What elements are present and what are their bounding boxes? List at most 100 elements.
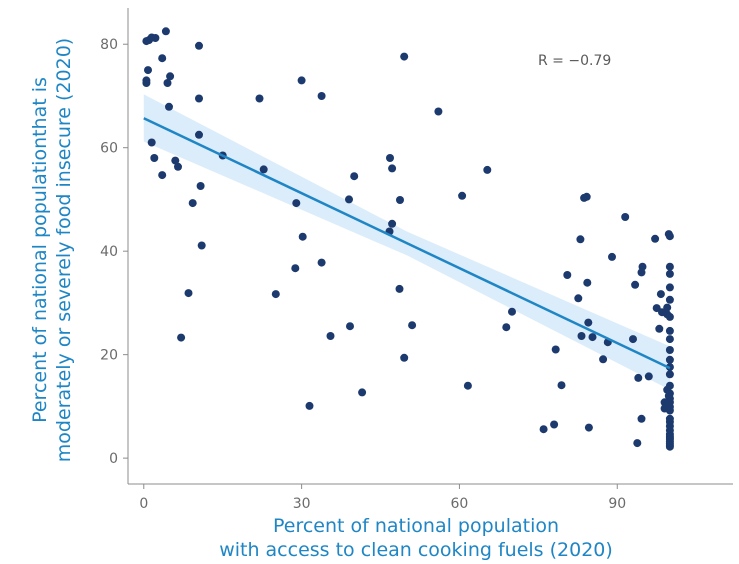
y-tick-label: 0 xyxy=(109,451,118,467)
data-point xyxy=(577,332,586,340)
data-point xyxy=(158,54,167,63)
y-axis-title-line-1: Percent of national populationthat is xyxy=(29,77,51,423)
data-point xyxy=(583,278,592,287)
data-point xyxy=(292,199,301,208)
axis-ticks: 0 30 60 90 0 20 40 60 80 xyxy=(100,37,626,512)
data-point xyxy=(388,219,397,228)
data-point xyxy=(158,171,167,180)
data-point xyxy=(317,258,326,267)
data-point xyxy=(388,164,397,173)
data-point xyxy=(580,193,589,202)
data-point xyxy=(655,324,664,333)
data-point xyxy=(400,353,409,362)
x-axis-title-line-1: Percent of national population xyxy=(273,515,559,537)
correlation-annotation: R = −0.79 xyxy=(538,53,611,69)
data-point xyxy=(633,439,642,448)
data-point xyxy=(550,420,559,429)
data-point xyxy=(184,289,193,298)
data-point xyxy=(665,232,674,241)
data-point xyxy=(298,232,307,241)
data-point xyxy=(150,154,159,162)
data-point xyxy=(665,346,674,354)
data-point xyxy=(188,199,197,208)
data-point xyxy=(434,107,443,116)
y-axis-title-line-2: moderately or severely food insecure (20… xyxy=(53,38,75,462)
data-point xyxy=(608,252,616,261)
data-point xyxy=(346,322,354,331)
data-point xyxy=(358,388,367,397)
data-point xyxy=(599,355,608,364)
data-point xyxy=(665,295,674,304)
x-tick-label: 60 xyxy=(451,496,469,512)
data-point xyxy=(297,76,306,85)
y-tick-label: 60 xyxy=(100,141,118,157)
data-point xyxy=(271,290,280,299)
data-point xyxy=(663,303,672,312)
data-point xyxy=(196,182,205,190)
data-point xyxy=(174,162,182,171)
data-point xyxy=(317,92,326,100)
data-point xyxy=(631,280,640,289)
data-point xyxy=(665,283,674,292)
data-point xyxy=(574,294,583,303)
data-point xyxy=(665,269,674,278)
x-tick-label: 90 xyxy=(608,496,626,512)
data-point xyxy=(305,401,314,410)
data-point xyxy=(665,355,674,364)
data-point xyxy=(563,271,572,279)
data-point xyxy=(463,381,472,390)
data-point xyxy=(665,262,674,271)
data-point xyxy=(350,172,359,181)
y-tick-label: 20 xyxy=(100,348,118,364)
data-point xyxy=(165,102,173,111)
data-point xyxy=(502,323,511,332)
data-point xyxy=(144,66,152,75)
data-point xyxy=(400,52,409,61)
y-tick-label: 40 xyxy=(100,244,118,260)
data-point xyxy=(665,439,674,448)
data-point xyxy=(171,156,180,165)
data-point xyxy=(161,27,170,36)
data-point xyxy=(195,130,203,139)
data-point xyxy=(408,321,417,330)
plot-area xyxy=(142,27,674,451)
data-point xyxy=(651,234,660,243)
trend-line xyxy=(143,117,671,370)
data-point xyxy=(177,333,186,342)
data-point xyxy=(584,423,593,432)
data-point xyxy=(665,370,674,379)
data-point xyxy=(291,264,300,273)
data-point xyxy=(665,335,674,344)
data-point xyxy=(147,138,156,147)
data-point xyxy=(557,381,566,390)
data-point xyxy=(637,268,646,277)
data-point xyxy=(634,373,643,382)
x-tick-label: 0 xyxy=(139,496,148,512)
data-point xyxy=(663,310,672,319)
data-point xyxy=(483,165,492,174)
data-point xyxy=(584,318,593,327)
data-point xyxy=(665,406,674,415)
data-point xyxy=(621,213,630,221)
data-point xyxy=(629,335,637,344)
data-point xyxy=(166,72,175,81)
data-point xyxy=(396,196,404,204)
y-tick-label: 80 xyxy=(100,37,118,53)
data-point xyxy=(458,191,467,200)
data-point xyxy=(142,79,151,87)
x-tick-label: 30 xyxy=(293,496,311,512)
data-point xyxy=(665,326,674,335)
data-point xyxy=(386,154,394,162)
data-point xyxy=(151,34,160,42)
data-point xyxy=(197,241,206,250)
data-point xyxy=(195,41,203,50)
data-point xyxy=(345,195,353,204)
data-point xyxy=(195,94,203,103)
data-point xyxy=(255,94,264,103)
data-point xyxy=(395,284,404,293)
data-point xyxy=(259,165,268,174)
data-point xyxy=(163,79,172,87)
data-point xyxy=(508,307,516,316)
data-point xyxy=(539,425,548,434)
